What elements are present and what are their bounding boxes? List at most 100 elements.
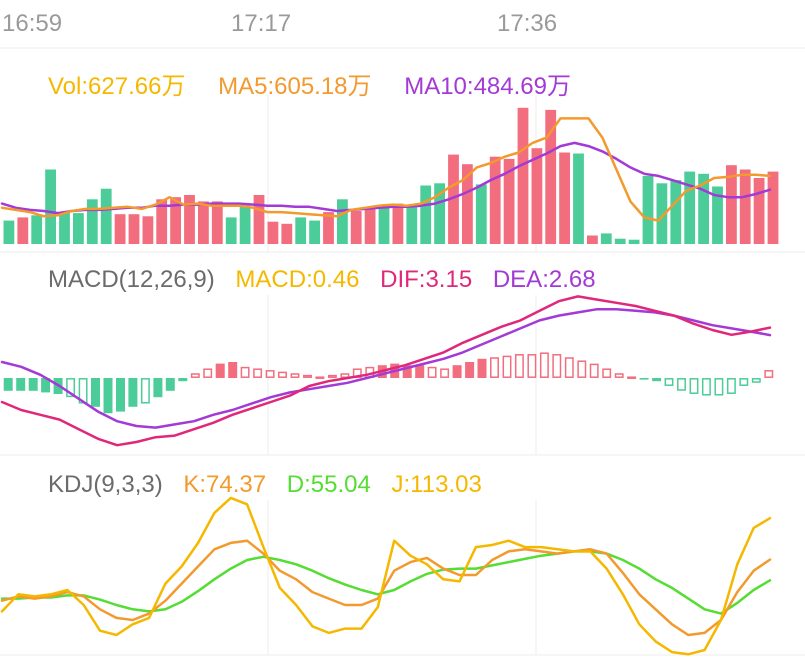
macd-bar — [140, 378, 150, 404]
vol-label: Vol:627.66万 — [48, 73, 186, 100]
macd-bar — [627, 376, 637, 379]
volume-bar — [295, 217, 307, 244]
volume-bar — [712, 186, 723, 244]
macd-bar — [490, 357, 499, 378]
volume-bar — [3, 220, 15, 244]
volume-bar — [114, 214, 126, 244]
volume-bar — [614, 238, 626, 244]
volume-bar — [656, 183, 668, 244]
ma10-line — [0, 141, 772, 215]
dea-line — [0, 307, 772, 429]
kdj-d-line — [0, 550, 772, 615]
time-label-1717: 17:17 — [231, 10, 292, 37]
macd-bar — [91, 378, 100, 407]
kdj-j-line — [0, 496, 772, 656]
volume-ma-lines — [0, 117, 772, 222]
j-label: J:113.03 — [391, 471, 482, 498]
macd-bar — [303, 374, 312, 378]
macd-bar — [589, 363, 599, 378]
volume-bar — [767, 171, 779, 244]
volume-bar — [475, 184, 487, 244]
d-label: D:55.04 — [286, 471, 371, 498]
volume-bar — [489, 156, 501, 244]
volume-bar — [573, 153, 584, 244]
macd-bar — [726, 378, 736, 394]
dif-line — [0, 295, 772, 447]
volume-bar — [170, 197, 181, 244]
macd-bar — [315, 376, 325, 379]
volume-bar — [239, 205, 251, 244]
macd-info-row: MACD(12,26,9) MACD:0.46 DIF:3.15 DEA:2.6… — [48, 266, 622, 294]
macd-bar — [639, 378, 649, 380]
macd-bar — [739, 378, 749, 386]
volume-bar — [45, 169, 56, 244]
volume-bar — [698, 173, 709, 244]
kdj-lines — [0, 496, 772, 656]
time-label-1659: 16:59 — [2, 10, 63, 37]
macd-bar — [290, 373, 300, 378]
macd-bar — [577, 360, 587, 378]
kdj-info-row: KDJ(9,3,3) K:74.37 D:55.04 J:113.03 — [48, 471, 508, 499]
volume-bar — [378, 205, 390, 244]
volume-bar — [587, 235, 598, 244]
volume-bar — [559, 152, 570, 244]
macd-bar — [477, 358, 487, 378]
volume-bar — [198, 201, 209, 244]
macd-bar — [465, 362, 475, 378]
macd-bar — [103, 378, 113, 414]
volume-bar — [267, 221, 279, 244]
macd-bar — [128, 378, 138, 407]
macd-bar — [66, 378, 76, 398]
macd-bar — [240, 366, 250, 378]
macd-bar — [340, 373, 350, 378]
ma10-label: MA10:484.69万 — [404, 73, 571, 100]
macd-bar — [614, 373, 624, 378]
volume-bar — [600, 233, 612, 244]
macd-bar — [41, 378, 51, 393]
macd-bar — [16, 378, 26, 391]
volume-bar — [462, 164, 473, 244]
volume-bar — [31, 215, 43, 244]
volume-bar — [337, 199, 348, 244]
volume-bar — [517, 107, 529, 244]
macd-bar — [203, 368, 213, 378]
volume-bars — [3, 107, 779, 245]
dif-label: DIF:3.15 — [380, 266, 473, 293]
volume-bar — [642, 175, 654, 244]
macd-bar — [764, 370, 774, 378]
volume-bar — [503, 158, 515, 244]
macd-bar — [228, 362, 238, 378]
macd-bar — [714, 378, 724, 396]
macd-bar — [502, 355, 512, 378]
macd-bar — [552, 354, 562, 378]
volume-bar — [309, 220, 320, 244]
volume-bar — [184, 195, 195, 244]
volume-bar — [434, 183, 445, 244]
volume-bar — [392, 203, 404, 244]
time-label-1736: 17:36 — [497, 10, 558, 37]
macd-bar — [215, 363, 225, 378]
volume-bar — [628, 239, 640, 244]
volume-bar — [100, 188, 112, 244]
macd-bar — [664, 378, 674, 386]
volume-bar — [86, 199, 98, 244]
volume-bar — [350, 211, 362, 244]
volume-bar — [281, 223, 293, 244]
macd-bar — [116, 378, 125, 412]
macd-value-label: MACD:0.46 — [235, 266, 360, 293]
macd-bar — [602, 368, 612, 378]
macd-bar — [452, 365, 462, 378]
volume-bar — [739, 169, 751, 244]
volume-bar — [225, 217, 237, 244]
volume-bar — [545, 109, 557, 245]
dea-label: DEA:2.68 — [492, 266, 596, 293]
volume-bar — [406, 204, 418, 244]
volume-bar — [73, 213, 84, 244]
volume-bar — [448, 154, 459, 244]
macd-bar — [751, 378, 761, 383]
volume-bar — [420, 185, 432, 244]
macd-title: MACD(12,26,9) — [48, 266, 215, 293]
macd-bar — [689, 378, 699, 394]
macd-bar — [440, 368, 450, 378]
